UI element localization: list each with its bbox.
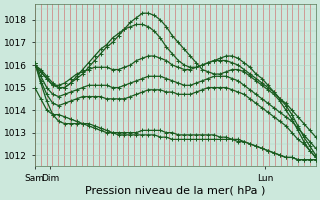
X-axis label: Pression niveau de la mer( hPa ): Pression niveau de la mer( hPa ) — [85, 186, 266, 196]
